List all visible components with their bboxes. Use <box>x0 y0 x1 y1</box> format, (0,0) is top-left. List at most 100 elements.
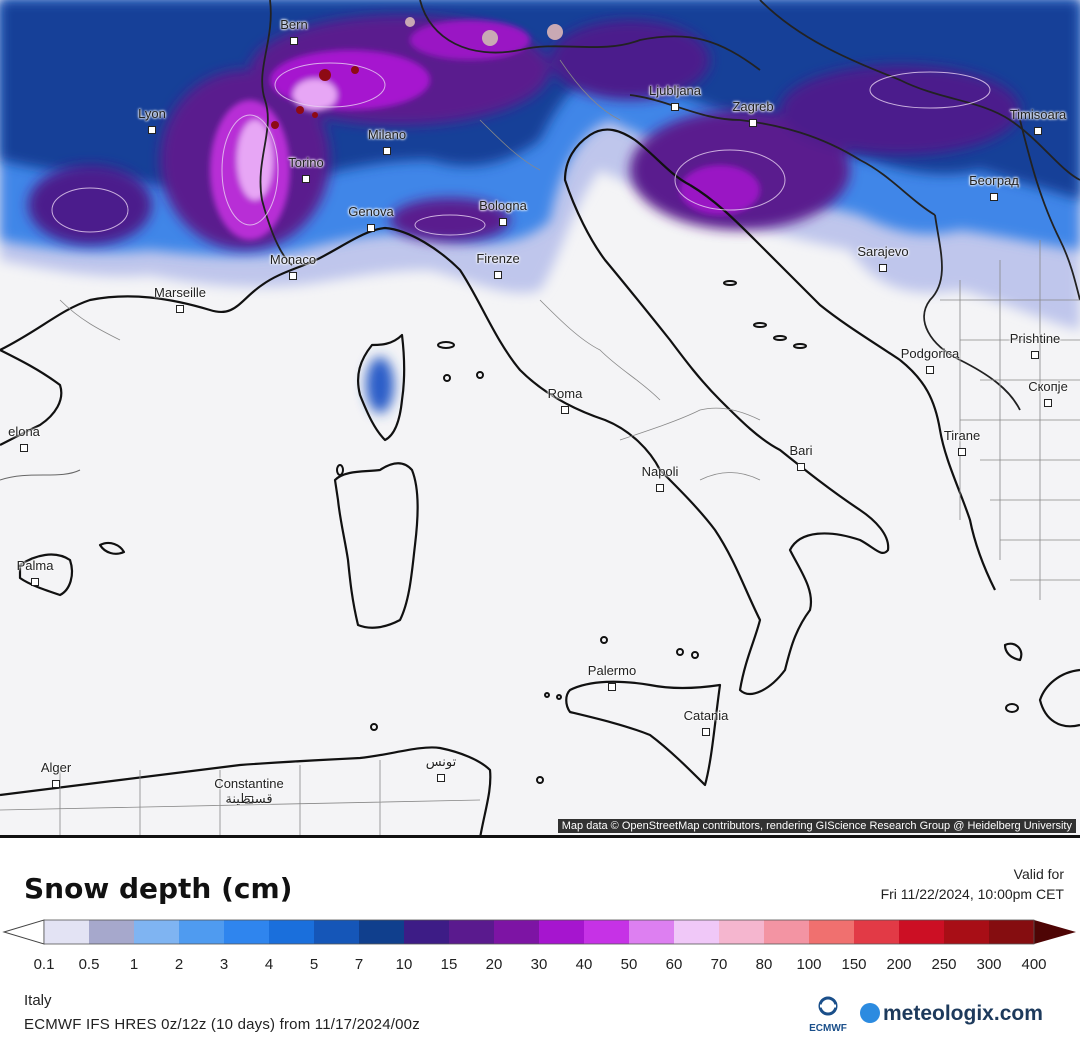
city-label: Palma <box>16 558 54 573</box>
scale-label: 2 <box>174 956 184 973</box>
snow-field-magenta <box>210 20 760 240</box>
scale-label: 60 <box>665 956 683 973</box>
valid-for-label: Valid for <box>1013 866 1064 882</box>
scale-label: 1 <box>129 956 139 973</box>
snow-contours <box>51 62 991 236</box>
city-label: Ljubljana <box>648 83 702 98</box>
model-run-info: ECMWF IFS HRES 0z/12z (10 days) from 11/… <box>24 1016 420 1033</box>
admin-boundaries <box>0 59 1080 835</box>
scale-swatch <box>854 920 899 944</box>
city-label: Bern <box>280 17 308 32</box>
scale-border <box>43 919 1035 945</box>
meteologix-brand-text: meteologix.com <box>883 1002 1043 1025</box>
scale-swatch <box>89 920 134 944</box>
city-label: Bari <box>789 443 813 458</box>
color-scale-bar <box>2 919 1076 945</box>
scale-swatch <box>674 920 719 944</box>
legend-panel: Snow depth (cm) Valid for Fri 11/22/2024… <box>0 838 1080 1044</box>
scale-swatch <box>989 920 1034 944</box>
scale-label: 40 <box>575 956 593 973</box>
city-label: Београд <box>969 173 1019 188</box>
scale-swatch <box>359 920 404 944</box>
city-label: Milano <box>367 127 407 142</box>
scale-swatch <box>629 920 674 944</box>
snow-depth-map[interactable]: Bern Lyon Milano Torino Genova Bologna Monaco F… <box>0 0 1080 838</box>
scale-swatch <box>224 920 269 944</box>
meteologix-logo-icon <box>860 1003 880 1023</box>
ecmwf-logo: ECMWF <box>800 996 856 1038</box>
scale-label: 150 <box>841 956 867 973</box>
city-label: Roma <box>547 386 583 401</box>
city-label: Genova <box>348 204 394 219</box>
scale-label: 4 <box>264 956 274 973</box>
scale-label: 250 <box>931 956 957 973</box>
city-label: Marseille <box>153 285 207 300</box>
country-borders <box>0 0 1080 481</box>
meteologix-brand[interactable]: meteologix.com <box>860 1002 1043 1026</box>
scale-label: 10 <box>395 956 413 973</box>
city-label: Lyon <box>138 106 166 121</box>
scale-swatch <box>404 920 449 944</box>
scale-label: 0.5 <box>78 956 100 973</box>
scale-swatch <box>809 920 854 944</box>
city-label: Torino <box>288 155 324 170</box>
scale-swatch <box>539 920 584 944</box>
scale-label: 7 <box>354 956 364 973</box>
color-scale-labels: 0.1 0.5 1 2 3 4 5 7 10 15 20 30 40 50 60 70 80 100 150 200 2… <box>0 956 1080 976</box>
scale-label: 200 <box>886 956 912 973</box>
scale-swatch <box>584 920 629 944</box>
city-label: Zagreb <box>732 99 774 114</box>
city-label: Palermo <box>587 663 637 678</box>
map-attribution[interactable]: Map data © OpenStreetMap contributors, r… <box>557 819 1076 833</box>
scale-label: 100 <box>796 956 822 973</box>
scale-label: 400 <box>1021 956 1047 973</box>
scale-swatch <box>44 920 89 944</box>
scale-label: 5 <box>309 956 319 973</box>
city-label: Bologna <box>479 198 527 213</box>
city-label: تونس <box>425 754 457 769</box>
scale-swatch <box>179 920 224 944</box>
scale-swatch <box>899 920 944 944</box>
scale-label: 0.1 <box>33 956 55 973</box>
valid-time: Fri 11/22/2024, 10:00pm CET <box>880 886 1064 902</box>
city-label: قسنطينة <box>225 791 273 806</box>
scale-arrow-high <box>1034 920 1076 944</box>
city-label: Monaco <box>269 252 317 267</box>
snow-peaks-grey <box>405 17 563 46</box>
ecmwf-logo-text: ECMWF <box>809 1023 847 1034</box>
scale-swatch <box>494 920 539 944</box>
city-label: Firenze <box>476 251 520 266</box>
scale-label: 30 <box>530 956 548 973</box>
region-name: Italy <box>24 992 52 1009</box>
scale-swatch <box>944 920 989 944</box>
city-label: elona <box>8 424 40 439</box>
scale-arrow-low <box>2 919 45 945</box>
city-label: Napoli <box>641 464 679 479</box>
scale-swatch <box>449 920 494 944</box>
city-label: Timisoara <box>1009 107 1067 122</box>
scale-label: 300 <box>976 956 1002 973</box>
scale-label: 70 <box>710 956 728 973</box>
scale-swatch <box>134 920 179 944</box>
scale-swatch <box>764 920 809 944</box>
scale-swatch <box>269 920 314 944</box>
legend-title: Snow depth (cm) <box>24 872 293 905</box>
ecmwf-logo-icon <box>818 996 838 1016</box>
islands <box>336 280 1019 784</box>
snow-peaks <box>271 66 359 129</box>
city-label: Sarajevo <box>857 244 909 259</box>
city-label: Catania <box>683 708 729 723</box>
city-label: Constantine <box>214 776 284 791</box>
city-label: Alger <box>40 760 72 775</box>
scale-swatch <box>314 920 359 944</box>
scale-label: 80 <box>755 956 773 973</box>
city-label: Tirane <box>943 428 981 443</box>
city-label: Prishtine <box>1009 331 1061 346</box>
map-canvas <box>0 0 1080 835</box>
scale-label: 15 <box>440 956 458 973</box>
scale-swatch <box>719 920 764 944</box>
scale-label: 50 <box>620 956 638 973</box>
scale-label: 3 <box>219 956 229 973</box>
scale-label: 20 <box>485 956 503 973</box>
city-label: Скопје <box>1028 379 1068 394</box>
